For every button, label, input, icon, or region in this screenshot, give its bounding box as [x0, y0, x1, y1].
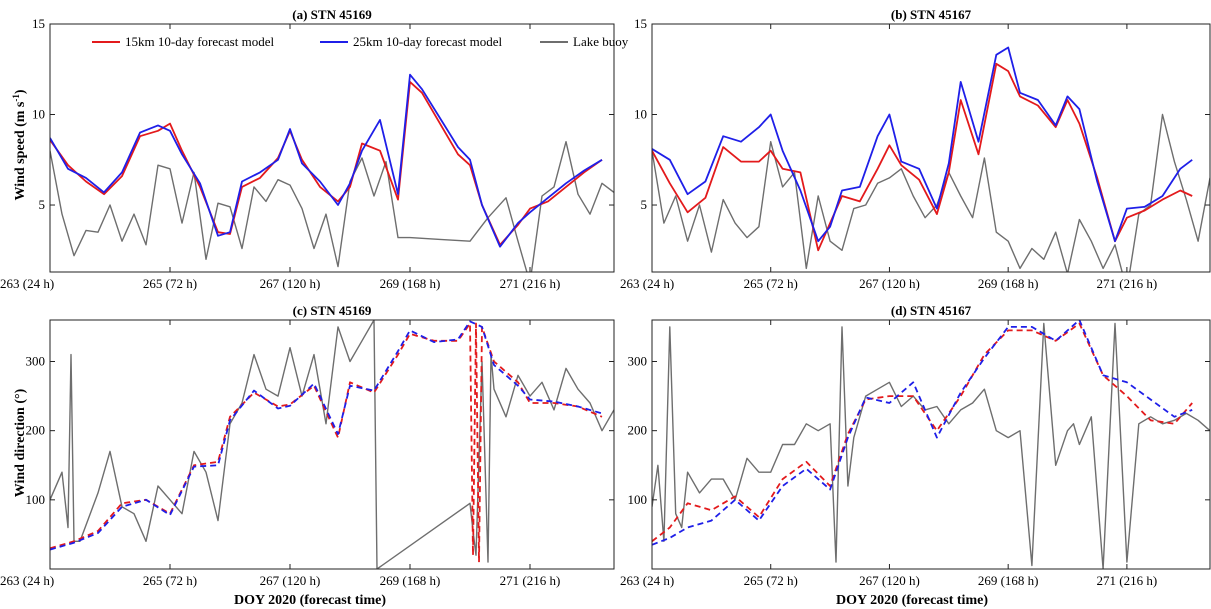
y-label-speed-text: Wind speed (m s — [13, 101, 28, 200]
x-tick-label: 265 (72 h) — [143, 573, 197, 588]
series-line-15km-10-day-forecast-model — [50, 322, 603, 563]
x-tick-label: 263 (24 h) — [0, 276, 54, 291]
x-tick-label: 263 (24 h) — [0, 573, 54, 588]
axes-frame — [651, 23, 1211, 273]
legend-item-lake-buoy: Lake buoy — [540, 34, 629, 49]
y-tick-label: 200 — [26, 423, 46, 438]
series-line-lake-buoy — [50, 320, 614, 569]
y-tick-label: 5 — [39, 197, 46, 212]
y-axis-label-wind-direction: Wind direction (°) — [13, 388, 28, 497]
series-line-25km-10-day-forecast-model — [652, 46, 1193, 243]
panel-title: (d) STN 45167 — [891, 303, 972, 318]
y-tick-label: 10 — [634, 107, 647, 122]
y-tick-label: 100 — [26, 492, 46, 507]
y-tick-label: 100 — [628, 492, 648, 507]
x-tick-label: 263 (24 h) — [620, 573, 674, 588]
x-tick-label: 267 (120 h) — [859, 573, 920, 588]
legend-item-25km-10-day-forecast-model: 25km 10-day forecast model — [320, 34, 502, 49]
series-line-lake-buoy — [50, 140, 614, 272]
series-line-25km-10-day-forecast-model — [652, 320, 1193, 546]
panel-c-wind-direction-45169: (c) STN 45169 263 (24 h) 265 (72 h) 267 (12… — [0, 303, 615, 588]
x-tick-label: 263 (24 h) — [620, 276, 674, 291]
legend: 15km 10-day forecast model 25km 10-day fo… — [92, 34, 629, 49]
panel-title: (b) STN 45167 — [891, 7, 972, 22]
x-tick-label: 269 (168 h) — [978, 276, 1039, 291]
series-line-lake-buoy — [652, 113, 1210, 272]
y-axis-label-wind-speed: Wind speed (m s-1) — [11, 89, 28, 200]
x-axis-title-right: DOY 2020 (forecast time) — [836, 593, 988, 608]
y-tick-label: 200 — [628, 423, 648, 438]
y-label-speed-superscript: -1 — [11, 94, 21, 102]
y-tick-label: 300 — [26, 354, 46, 369]
x-tick-label: 267 (120 h) — [859, 276, 920, 291]
y-tick-label: 15 — [32, 16, 45, 31]
y-tick-label: 300 — [628, 354, 648, 369]
legend-label: 15km 10-day forecast model — [125, 34, 274, 49]
x-tick-label: 271 (216 h) — [1097, 573, 1158, 588]
panel-title: (a) STN 45169 — [292, 7, 372, 22]
axes-frame — [651, 319, 1211, 570]
panel-a-wind-speed-45169: (a) STN 45169 263 (24 h) 265 (72 h) 267 (12… — [0, 7, 629, 291]
x-tick-label: 271 (216 h) — [500, 276, 561, 291]
legend-label: Lake buoy — [573, 34, 629, 49]
x-tick-label: 267 (120 h) — [260, 276, 321, 291]
x-tick-label: 269 (168 h) — [978, 573, 1039, 588]
x-tick-label: 271 (216 h) — [1097, 276, 1158, 291]
series-line-15km-10-day-forecast-model — [50, 81, 603, 246]
y-label-speed-end: ) — [13, 89, 28, 94]
series-line-25km-10-day-forecast-model — [50, 73, 603, 248]
series-group — [50, 320, 614, 569]
y-tick-label: 10 — [32, 107, 45, 122]
x-tick-label: 269 (168 h) — [380, 573, 441, 588]
series-line-15km-10-day-forecast-model — [652, 62, 1193, 252]
panel-d-wind-direction-45167: (d) STN 45167 263 (24 h) 265 (72 h) 267 (12… — [620, 303, 1211, 588]
axes-frame — [49, 23, 615, 273]
series-group — [652, 320, 1210, 569]
y-tick-label: 15 — [634, 16, 647, 31]
series-group — [652, 46, 1210, 272]
panel-b-wind-speed-45167: (b) STN 45167 263 (24 h) 265 (72 h) 267 (12… — [620, 7, 1211, 291]
x-tick-label: 265 (72 h) — [143, 276, 197, 291]
x-tick-label: 269 (168 h) — [380, 276, 441, 291]
series-line-15km-10-day-forecast-model — [652, 322, 1193, 543]
series-line-25km-10-day-forecast-model — [50, 320, 603, 551]
x-tick-label: 265 (72 h) — [744, 276, 798, 291]
x-axis-title-left: DOY 2020 (forecast time) — [234, 593, 386, 608]
legend-label: 25km 10-day forecast model — [353, 34, 502, 49]
x-tick-label: 271 (216 h) — [500, 573, 561, 588]
x-tick-label: 267 (120 h) — [260, 573, 321, 588]
axes-frame — [49, 319, 615, 570]
panel-title: (c) STN 45169 — [293, 303, 372, 318]
series-line-lake-buoy — [652, 322, 1210, 569]
y-tick-label: 5 — [641, 197, 648, 212]
legend-item-15km-10-day-forecast-model: 15km 10-day forecast model — [92, 34, 274, 49]
series-group — [50, 73, 614, 272]
x-tick-label: 265 (72 h) — [744, 573, 798, 588]
